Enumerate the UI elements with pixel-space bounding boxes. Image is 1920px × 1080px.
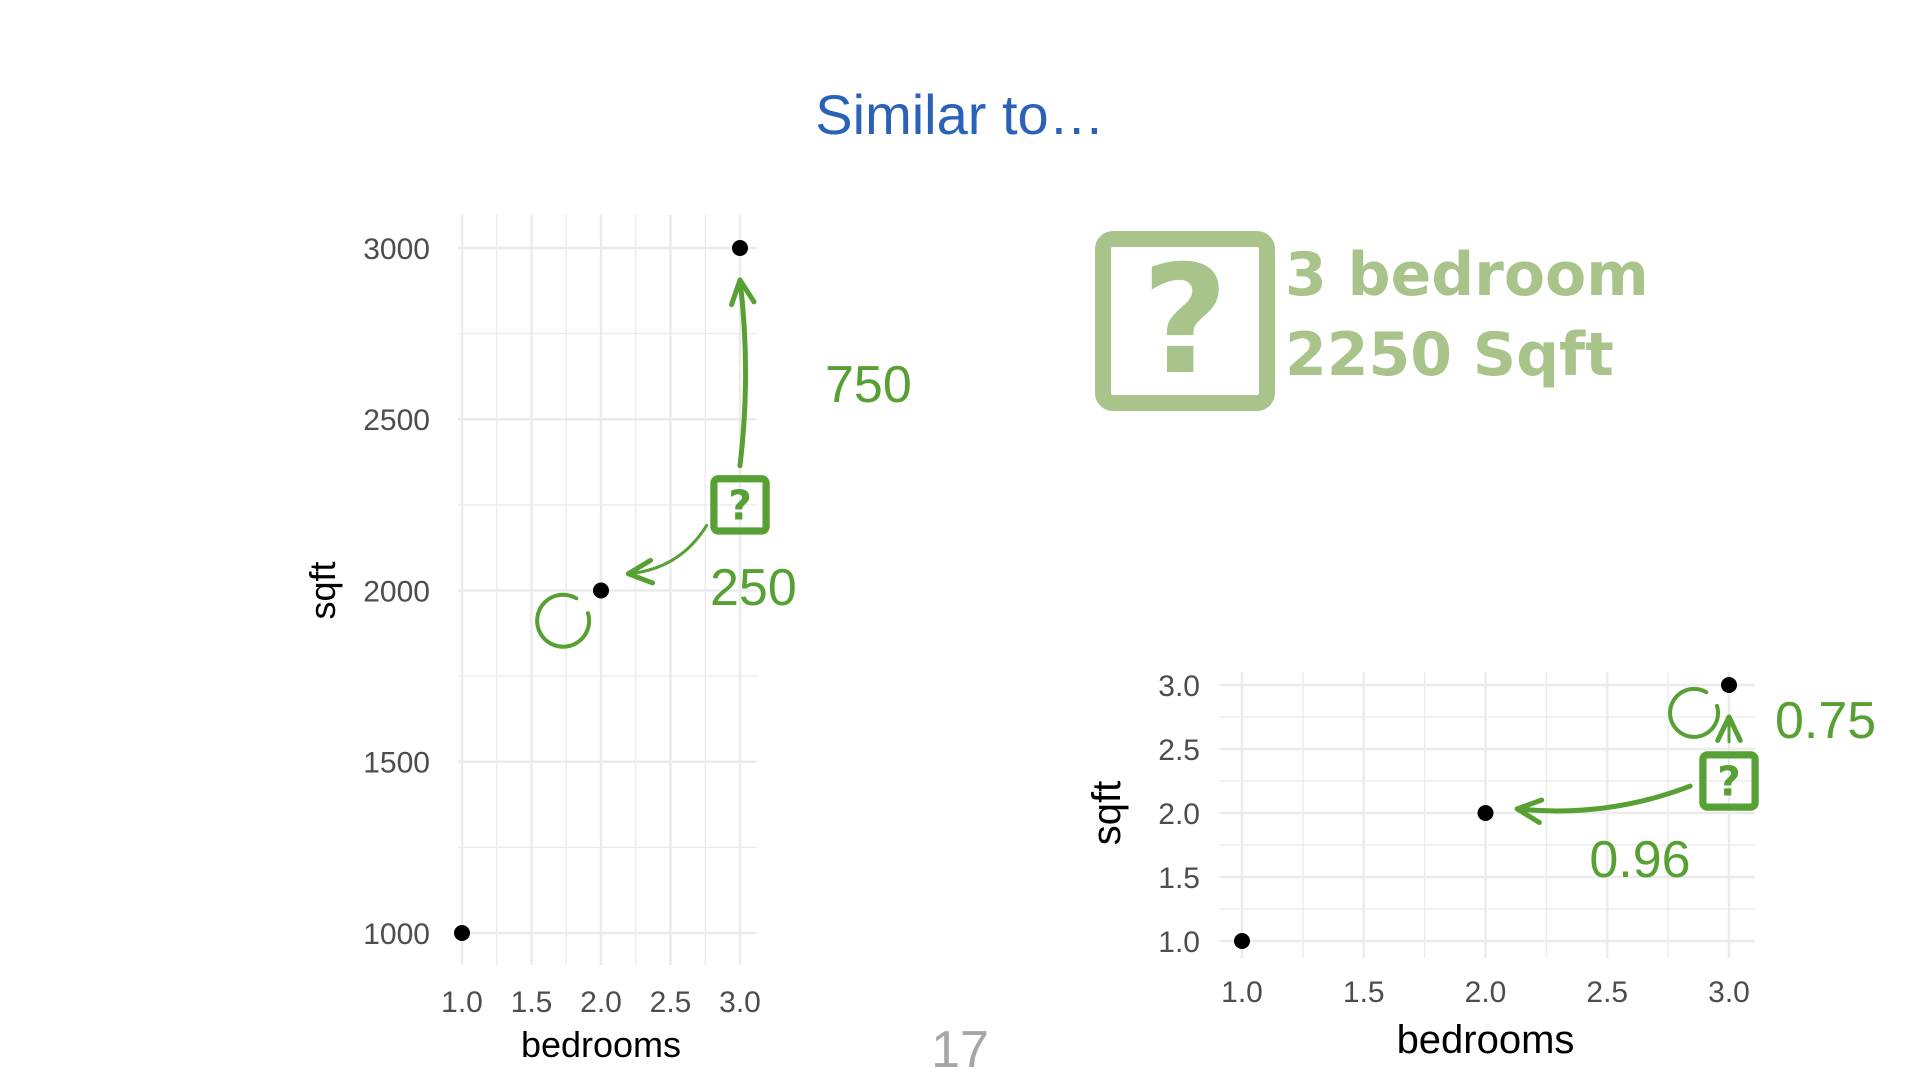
slide-title: Similar to… <box>815 83 1105 146</box>
chart2-x-tick-label: 2.0 <box>1465 976 1507 1009</box>
chart1-y-tick-label: 2500 <box>363 404 430 437</box>
chart2-data-point <box>1234 933 1250 949</box>
query-line-2: 2250 Sqft <box>1285 320 1614 390</box>
chart1-x-tick-label: 2.5 <box>650 986 692 1019</box>
chart2-data-point <box>1477 805 1494 821</box>
chart2-distance-arrow <box>1514 783 1693 814</box>
chart1-x-tick-label: 1.0 <box>441 986 483 1019</box>
chart2-x-tick-label: 1.5 <box>1343 976 1385 1009</box>
chart2-distance-label: 0.96 <box>1589 831 1690 889</box>
chart2-y-tick-label: 1.5 <box>1158 862 1200 895</box>
chart2-distance-label: 0.75 <box>1775 692 1876 750</box>
chart1-arrowhead <box>729 277 757 308</box>
query-card: ? 3 bedroom 2250 Sqft <box>1095 231 1649 411</box>
chart1-x-axis-label: bedrooms <box>521 1024 681 1065</box>
chart2-y-tick-label: 3.0 <box>1158 670 1200 703</box>
chart1-data-point <box>732 240 748 256</box>
chart1-nearest-neighbor-ring <box>535 592 592 649</box>
chart1-x-tick-label: 2.0 <box>580 986 622 1019</box>
chart2-data-point <box>1721 677 1737 693</box>
chart2-x-tick-label: 3.0 <box>1708 976 1750 1009</box>
chart-sqft-bedrooms-raw: 750 250 1.0 1.5 2.0 2.5 3.0 1000 1500 2000 2500 30… <box>302 215 912 1065</box>
chart1-y-tick-label: 3000 <box>363 233 430 266</box>
chart2-y-tick-label: 1.0 <box>1158 926 1200 959</box>
svg-text:?: ? <box>1141 234 1228 408</box>
chart2-y-axis-label: sqft <box>1085 781 1129 845</box>
chart1-distance-arrow <box>737 277 749 469</box>
chart2-arrowhead <box>1514 797 1545 826</box>
chart2-x-axis-label: bedrooms <box>1397 1018 1575 1062</box>
chart2-arrowhead <box>1715 714 1743 743</box>
chart1-arrowhead <box>625 557 656 586</box>
chart1-distance-arrow <box>626 523 709 576</box>
chart1-y-tick-label: 2000 <box>363 575 430 608</box>
chart1-y-tick-label: 1500 <box>363 747 430 780</box>
chart2-nearest-neighbor-ring <box>1668 686 1721 739</box>
chart1-distance-label: 250 <box>710 559 797 617</box>
question-box-icon: ? <box>1095 231 1275 411</box>
chart2-y-tick-label: 2.0 <box>1158 798 1200 831</box>
chart1-data-point <box>454 925 470 941</box>
chart-sqft-bedrooms-scaled: 0.75 0.96 1.0 1.5 2.0 2.5 3.0 1.0 1.5 2.0 2.5 3.0 b… <box>1085 670 1876 1062</box>
chart1-x-tick-label: 3.0 <box>719 986 761 1019</box>
chart1-y-tick-label: 1000 <box>363 918 430 951</box>
chart1-distance-label: 750 <box>825 356 912 414</box>
query-line-1: 3 bedroom <box>1285 240 1649 310</box>
chart1-data-point <box>593 582 609 599</box>
chart1-x-tick-label: 1.5 <box>511 986 553 1019</box>
chart2-y-tick-label: 2.5 <box>1158 734 1200 767</box>
chart2-x-tick-label: 1.0 <box>1221 976 1263 1009</box>
chart2-x-tick-label: 2.5 <box>1586 976 1628 1009</box>
chart1-y-axis-label: sqft <box>302 561 343 619</box>
page-number: 17 <box>931 1021 989 1079</box>
